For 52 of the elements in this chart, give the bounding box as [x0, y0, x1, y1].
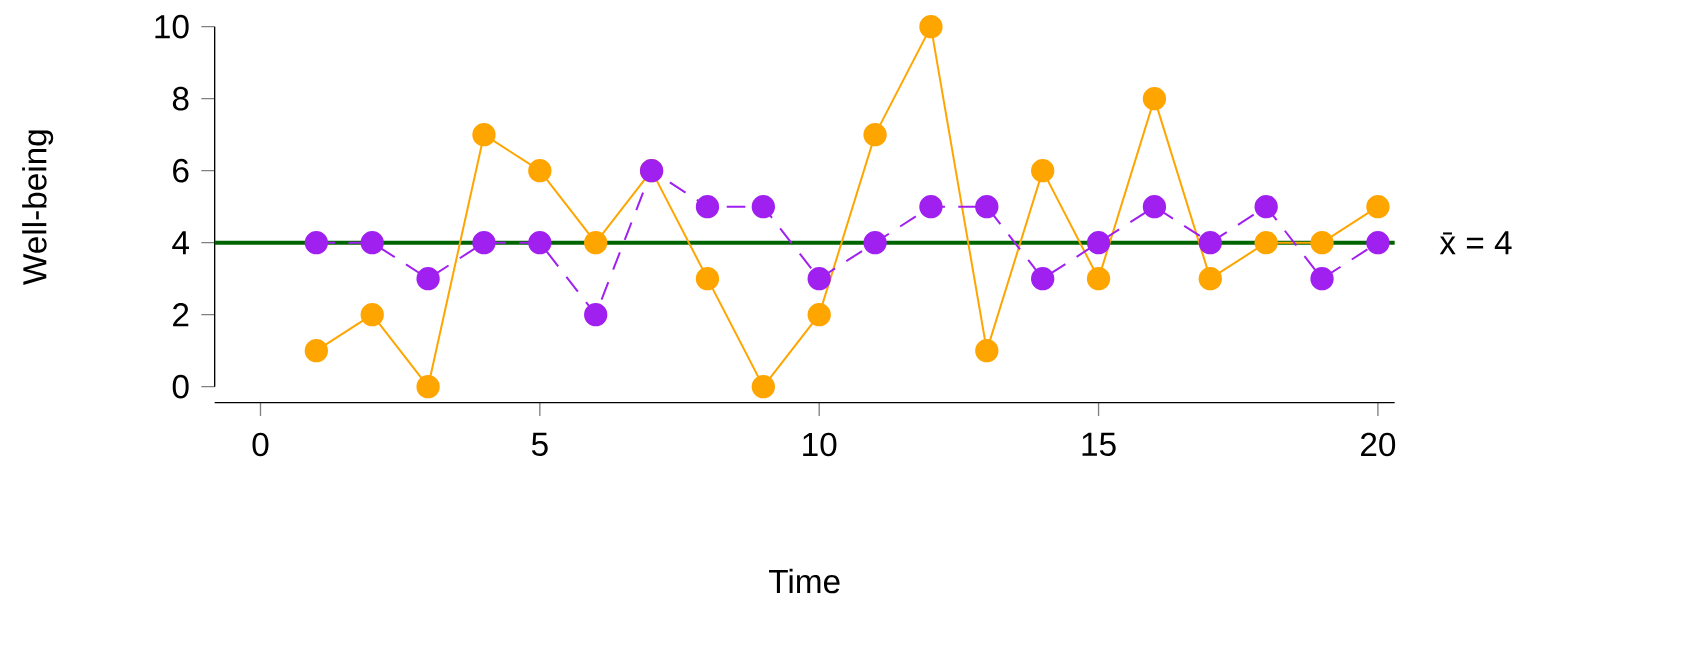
point	[1366, 230, 1390, 255]
point	[919, 14, 943, 39]
point	[1031, 266, 1055, 291]
point	[528, 158, 552, 183]
x-axis-title: Time	[769, 568, 840, 594]
point	[1366, 194, 1390, 219]
y-axis-title: Well-being	[22, 130, 54, 285]
y-tick-label: 6	[173, 158, 189, 183]
point	[863, 122, 887, 147]
x-tick-label: 5	[531, 432, 548, 456]
point	[975, 338, 999, 363]
x-tick-label: 0	[252, 432, 269, 457]
point	[919, 194, 943, 219]
point	[695, 194, 720, 219]
point	[416, 266, 440, 291]
y-tick-label: 2	[173, 302, 189, 327]
point	[416, 374, 440, 399]
x-tick-label: 10	[803, 432, 837, 457]
point	[1198, 230, 1222, 255]
point	[360, 230, 384, 255]
x-tick-label: 15	[1082, 432, 1116, 456]
y-tick-label: 4	[172, 231, 189, 254]
point	[528, 230, 552, 255]
point	[807, 266, 831, 291]
point	[1310, 266, 1334, 291]
point	[751, 194, 775, 219]
point	[1142, 194, 1167, 219]
point	[1031, 158, 1055, 183]
point	[1142, 86, 1167, 111]
point	[807, 302, 831, 327]
y-tick-label: 8	[172, 86, 189, 111]
point	[975, 194, 999, 219]
point	[1086, 230, 1111, 255]
point	[751, 374, 775, 399]
x-tick-label: 20	[1361, 432, 1396, 457]
point	[584, 230, 608, 255]
point	[360, 302, 384, 327]
y-tick-label: 0	[172, 374, 189, 399]
y-tick-label: 10	[155, 14, 189, 39]
point	[695, 266, 720, 291]
point	[472, 122, 496, 147]
point	[1254, 230, 1278, 255]
point	[863, 230, 887, 255]
point	[1310, 230, 1334, 255]
point	[304, 230, 329, 255]
point	[584, 302, 608, 327]
point	[1198, 266, 1222, 291]
point	[1086, 266, 1111, 291]
point	[304, 338, 329, 363]
ref-line-label: x̄ = 4	[1439, 231, 1512, 254]
point	[1254, 194, 1278, 219]
point	[472, 230, 496, 255]
